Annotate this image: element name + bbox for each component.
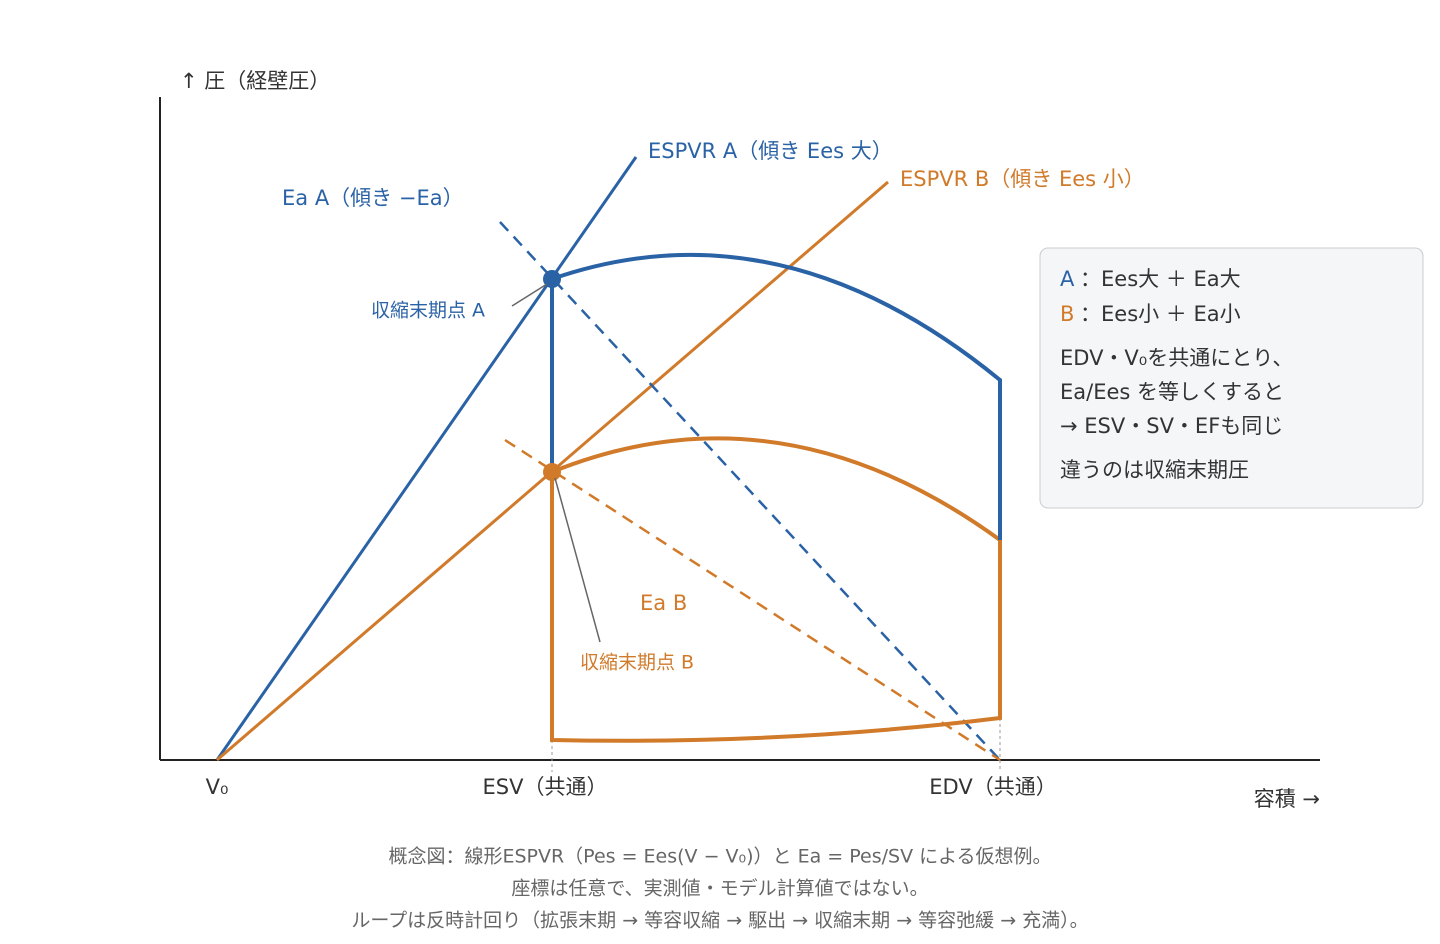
legend-note: EDV・V₀を共通にとり、 xyxy=(1060,346,1293,370)
edv-label: EDV（共通） xyxy=(929,775,1056,799)
x-axis-label: 容積 → xyxy=(1254,787,1320,811)
point-a-label: 収縮末期点 A xyxy=(371,300,485,322)
espvr-a-label: ESPVR A（傾き Ees 大） xyxy=(648,139,893,163)
legend-note: 違うのは収縮末期圧 xyxy=(1060,458,1249,482)
end-systolic-point-b xyxy=(543,463,561,481)
leader-a xyxy=(511,283,548,307)
legend-note: Ea/Ees を等しくすると xyxy=(1060,380,1284,404)
espvr-b-label: ESPVR B（傾き Ees 小） xyxy=(900,167,1145,191)
legend-box xyxy=(1039,247,1424,509)
ea-a-label: Ea A（傾き −Ea） xyxy=(282,186,464,210)
caption: 概念図：線形ESPVR（Pes = Ees(V − V₀)）と Ea = Pes… xyxy=(388,845,1051,868)
caption: ループは反時計回り（拡張末期 → 等容収縮 → 駆出 → 収縮末期 → 等容弛緩… xyxy=(351,910,1088,932)
legend-a-key: A xyxy=(1060,267,1075,291)
esv-label: ESV（共通） xyxy=(483,775,608,799)
point-b-label: 収縮末期点 B xyxy=(580,652,694,674)
legend-a-text: ：Ees大 ＋ Ea大 xyxy=(1080,267,1241,291)
caption: 座標は任意で、実測値・モデル計算値ではない。 xyxy=(511,878,928,900)
espvr-a xyxy=(215,156,638,761)
loop-a xyxy=(550,252,1002,540)
legend-note: → ESV・SV・EFも同じ xyxy=(1060,414,1283,438)
loop-b xyxy=(550,436,1002,743)
legend-b-text: ：Ees小 ＋ Ea小 xyxy=(1080,302,1241,326)
end-systolic-point-a xyxy=(543,270,561,288)
ea-a xyxy=(499,221,1001,761)
ea-b xyxy=(504,438,1001,762)
legend-b-key: B xyxy=(1060,302,1074,326)
y-axis-label: ↑ 圧（経壁圧） xyxy=(180,69,330,93)
ea-b-label: Ea B xyxy=(640,591,687,615)
v0-label: V₀ xyxy=(206,775,229,799)
leader-b xyxy=(554,477,601,643)
